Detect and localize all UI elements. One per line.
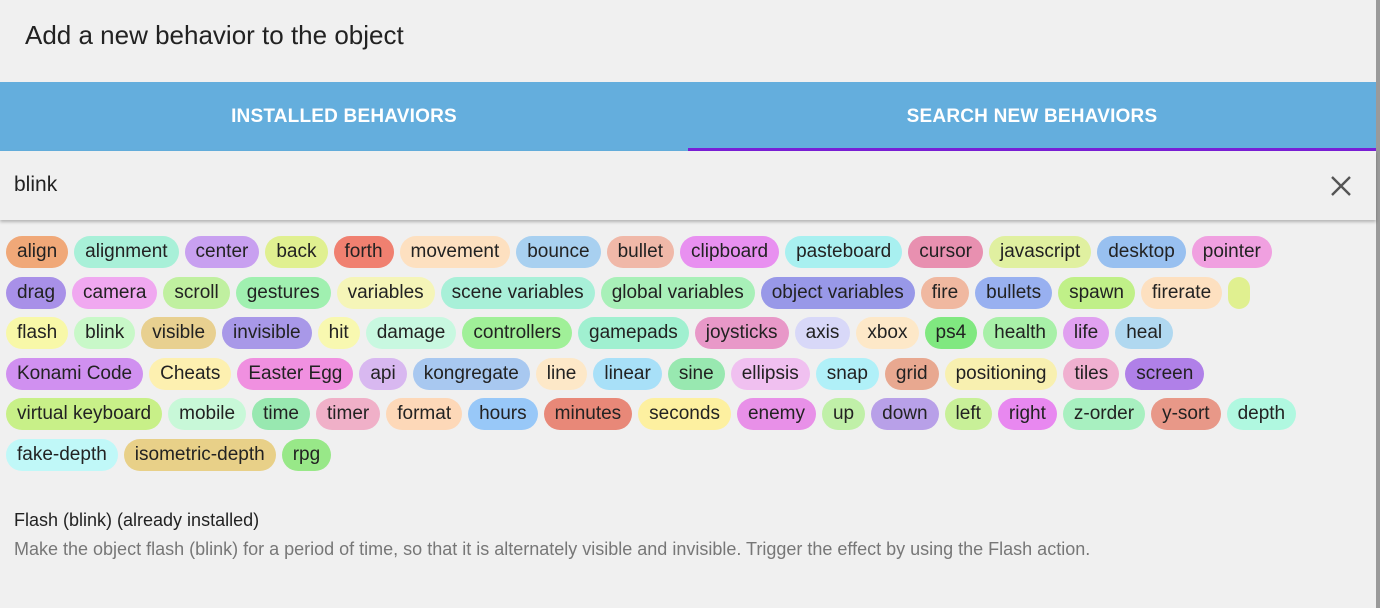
tag[interactable]: z-order bbox=[1062, 398, 1146, 430]
tag[interactable]: format bbox=[386, 398, 463, 430]
tag-row: virtual keyboard mobile time timer format hou… bbox=[6, 398, 1376, 430]
tag[interactable]: variables bbox=[336, 276, 435, 309]
search-bar[interactable]: blink bbox=[0, 151, 1376, 220]
tag[interactable]: hit bbox=[317, 317, 360, 349]
tag[interactable]: virtual keyboard bbox=[6, 398, 163, 430]
tag[interactable]: controllers bbox=[462, 317, 573, 349]
tag-blank[interactable] bbox=[1228, 276, 1251, 309]
tag-row: drag camera scroll gestures variables scene v… bbox=[6, 276, 1376, 309]
tag[interactable]: flash bbox=[6, 317, 69, 349]
tag[interactable]: align bbox=[6, 236, 69, 268]
result-description: Make the object flash (blink) for a peri… bbox=[14, 539, 1091, 559]
tag[interactable]: Konami Code bbox=[6, 357, 144, 390]
tag[interactable]: snap bbox=[815, 357, 879, 390]
tag[interactable]: time bbox=[252, 398, 311, 430]
tag[interactable]: heal bbox=[1115, 317, 1174, 349]
tab-active[interactable]: SEARCH NEW BEHAVIORS bbox=[688, 82, 1376, 151]
tag[interactable]: object variables bbox=[760, 276, 915, 309]
tag[interactable]: joysticks bbox=[694, 317, 789, 349]
tag[interactable]: tiles bbox=[1063, 357, 1120, 390]
tag[interactable]: drag bbox=[6, 276, 67, 309]
tag-row: flash blink visible invisible hit damage contr… bbox=[6, 317, 1376, 349]
search-input[interactable]: blink bbox=[14, 173, 58, 196]
tag[interactable]: right bbox=[997, 398, 1057, 430]
tag[interactable]: clipboard bbox=[680, 236, 780, 268]
tag[interactable]: Easter Egg bbox=[237, 357, 354, 390]
tag[interactable]: fake-depth bbox=[6, 438, 118, 471]
tag-row: Konami Code Cheats Easter Egg api kongregate… bbox=[6, 357, 1376, 390]
tag[interactable]: damage bbox=[365, 317, 457, 349]
tag[interactable]: alignment bbox=[74, 236, 179, 268]
tag[interactable]: xbox bbox=[856, 317, 919, 349]
tag[interactable]: scroll bbox=[163, 276, 230, 309]
tab[interactable]: INSTALLED BEHAVIORS bbox=[231, 105, 457, 127]
tag[interactable]: hours bbox=[468, 398, 538, 430]
tag[interactable]: seconds bbox=[638, 398, 731, 430]
tag[interactable]: firerate bbox=[1141, 276, 1223, 309]
result-title[interactable]: Flash (blink) (already installed) bbox=[14, 510, 260, 530]
tag[interactable]: gestures bbox=[235, 276, 331, 309]
tag[interactable]: scene variables bbox=[440, 276, 595, 309]
tag[interactable]: api bbox=[359, 357, 407, 390]
tag[interactable]: spawn bbox=[1058, 276, 1135, 309]
tag[interactable]: rpg bbox=[281, 438, 332, 471]
tag[interactable]: javascript bbox=[988, 236, 1092, 268]
clear-button[interactable] bbox=[1328, 173, 1354, 199]
tag[interactable]: kongregate bbox=[412, 357, 530, 390]
tag-list: align alignment center back forth movement bou… bbox=[6, 236, 1376, 479]
tag[interactable]: desktop bbox=[1097, 236, 1186, 268]
tag[interactable]: bullets bbox=[975, 276, 1053, 309]
tag[interactable]: camera bbox=[72, 276, 158, 309]
tag[interactable]: gamepads bbox=[578, 317, 689, 349]
clear-icon bbox=[1331, 176, 1351, 196]
tag[interactable]: pasteboard bbox=[785, 236, 903, 268]
tag[interactable]: life bbox=[1062, 317, 1110, 349]
tag-row: align alignment center back forth movement bou… bbox=[6, 236, 1376, 268]
tag[interactable]: forth bbox=[333, 236, 394, 268]
tag[interactable]: positioning bbox=[944, 357, 1058, 390]
dialog-title: Add a new behavior to the object bbox=[25, 20, 404, 50]
tag[interactable]: timer bbox=[316, 398, 381, 430]
tag[interactable]: Cheats bbox=[149, 357, 232, 390]
tag[interactable]: back bbox=[265, 236, 328, 268]
tag[interactable]: up bbox=[821, 398, 866, 430]
tag[interactable]: health bbox=[983, 317, 1057, 349]
tag[interactable]: enemy bbox=[736, 398, 816, 430]
tag[interactable]: visible bbox=[141, 317, 217, 349]
tag[interactable]: invisible bbox=[222, 317, 312, 349]
tag[interactable]: screen bbox=[1125, 357, 1205, 390]
tab-bar: INSTALLED BEHAVIORS SEARCH NEW BEHAVIORS bbox=[0, 82, 1376, 151]
tag[interactable]: global variables bbox=[600, 276, 755, 309]
tag[interactable]: y-sort bbox=[1151, 398, 1221, 430]
tag[interactable]: cursor bbox=[908, 236, 983, 268]
tag[interactable]: linear bbox=[593, 357, 662, 390]
tag[interactable]: line bbox=[535, 357, 588, 390]
tag[interactable]: bounce bbox=[516, 236, 601, 268]
tag[interactable]: bullet bbox=[606, 236, 674, 268]
tag[interactable]: grid bbox=[884, 357, 939, 390]
tag[interactable]: ellipsis bbox=[730, 357, 810, 390]
tag-row: fake-depth isometric-depth rpg bbox=[6, 438, 1376, 471]
tag[interactable]: fire bbox=[920, 276, 970, 309]
tag[interactable]: down bbox=[871, 398, 939, 430]
tag[interactable]: ps4 bbox=[924, 317, 978, 349]
tag[interactable]: depth bbox=[1226, 398, 1297, 430]
tag[interactable]: sine bbox=[667, 357, 725, 390]
tag[interactable]: movement bbox=[399, 236, 511, 268]
tag[interactable]: axis bbox=[794, 317, 851, 349]
tag[interactable]: mobile bbox=[168, 398, 247, 430]
tag[interactable]: minutes bbox=[543, 398, 633, 430]
tag[interactable]: left bbox=[944, 398, 992, 430]
tag[interactable]: center bbox=[184, 236, 260, 268]
tag[interactable]: blink bbox=[74, 317, 136, 349]
tag[interactable]: pointer bbox=[1191, 236, 1272, 268]
tag[interactable]: isometric-depth bbox=[123, 438, 276, 471]
